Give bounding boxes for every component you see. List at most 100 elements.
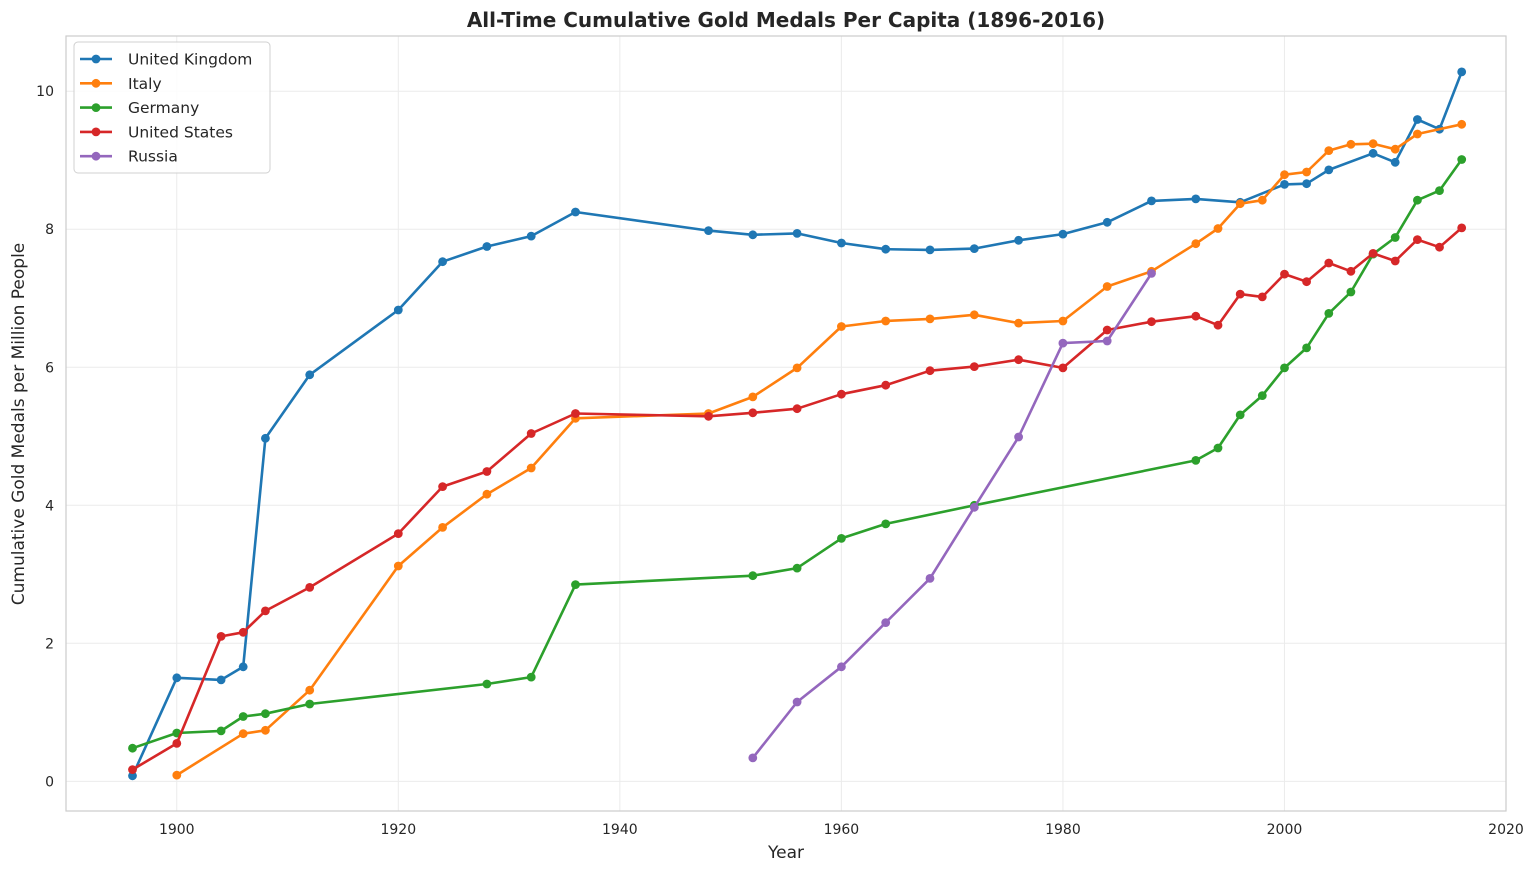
data-point-italy xyxy=(1302,167,1311,177)
data-point-germany xyxy=(748,571,758,581)
data-point-united-states xyxy=(172,739,182,748)
y-tick-label: 0 xyxy=(45,774,54,790)
data-point-united-kingdom xyxy=(238,662,248,672)
data-point-united-states xyxy=(128,765,137,774)
data-point-united-states xyxy=(261,606,270,616)
data-point-italy xyxy=(1014,318,1023,328)
y-tick-label: 6 xyxy=(45,360,54,376)
data-point-italy xyxy=(1368,139,1378,149)
data-point-russia xyxy=(748,753,758,763)
data-point-united-kingdom xyxy=(305,370,315,380)
data-point-italy xyxy=(1235,199,1245,209)
data-point-germany xyxy=(837,534,846,543)
data-point-united-kingdom xyxy=(172,673,182,683)
legend-label: United States xyxy=(128,123,233,141)
data-point-italy xyxy=(238,729,248,739)
data-point-germany xyxy=(1235,410,1245,420)
data-point-united-kingdom xyxy=(1368,148,1378,158)
data-point-united-states xyxy=(1213,320,1223,330)
data-point-italy xyxy=(438,523,447,532)
data-point-united-states xyxy=(1014,355,1023,365)
data-point-germany xyxy=(1191,456,1201,465)
data-point-italy xyxy=(261,725,270,735)
data-point-italy xyxy=(1390,144,1400,154)
data-point-united-states xyxy=(1457,223,1467,233)
legend-item-united-kingdom: United Kingdom xyxy=(80,51,252,69)
data-point-united-kingdom xyxy=(1014,235,1023,245)
data-point-united-kingdom xyxy=(1058,229,1068,239)
data-point-italy xyxy=(1213,224,1223,233)
data-point-united-kingdom xyxy=(1191,194,1201,204)
grid xyxy=(66,36,1507,811)
series-russia xyxy=(748,269,1156,763)
legend-label: Italy xyxy=(128,75,162,93)
data-point-russia xyxy=(1014,432,1023,442)
data-point-germany xyxy=(1413,195,1422,205)
data-point-united-states xyxy=(1368,249,1378,258)
data-point-united-kingdom xyxy=(1147,196,1156,206)
legend-label: United Kingdom xyxy=(128,51,252,69)
data-point-united-kingdom xyxy=(1457,67,1467,77)
plot-frame xyxy=(65,35,1507,812)
data-point-germany xyxy=(261,709,270,719)
data-point-united-kingdom xyxy=(261,433,270,443)
data-point-united-states xyxy=(1235,289,1245,299)
data-point-germany xyxy=(1280,363,1289,373)
data-point-united-states xyxy=(216,632,226,641)
data-point-united-states xyxy=(1346,266,1356,276)
data-point-united-states xyxy=(1413,235,1422,245)
x-tick-label: 2000 xyxy=(1267,822,1303,838)
data-point-germany xyxy=(216,726,226,736)
data-point-germany xyxy=(526,672,536,682)
data-point-united-states xyxy=(305,583,315,592)
data-point-italy xyxy=(305,685,315,695)
data-point-germany xyxy=(1324,309,1334,318)
data-point-united-kingdom xyxy=(393,305,403,315)
series-lines xyxy=(128,67,1467,781)
data-point-united-states xyxy=(1302,277,1311,287)
data-point-russia xyxy=(837,662,846,672)
data-point-germany xyxy=(881,519,891,529)
data-point-germany xyxy=(1390,233,1400,242)
data-point-russia xyxy=(792,697,802,707)
data-point-united-states xyxy=(482,467,492,476)
data-point-russia xyxy=(925,574,935,583)
data-point-germany xyxy=(482,679,492,689)
data-point-italy xyxy=(1324,146,1334,156)
series-line-united-states xyxy=(131,226,1463,771)
data-point-italy xyxy=(792,363,802,373)
data-point-italy xyxy=(1346,139,1356,149)
data-point-united-states xyxy=(1191,311,1201,321)
data-point-united-states xyxy=(925,366,935,376)
chart-title: All-Time Cumulative Gold Medals Per Capi… xyxy=(467,8,1105,32)
legend-marker xyxy=(91,151,101,161)
data-point-united-kingdom xyxy=(1390,157,1400,167)
legend-item-italy: Italy xyxy=(80,75,162,93)
data-point-italy xyxy=(482,489,492,499)
y-tick-label: 4 xyxy=(45,498,54,514)
data-point-united-states xyxy=(526,429,536,438)
data-point-germany xyxy=(305,699,315,709)
data-point-russia xyxy=(1102,336,1112,346)
legend-item-germany: Germany xyxy=(80,99,199,117)
data-point-united-kingdom xyxy=(792,229,802,238)
data-point-united-kingdom xyxy=(571,207,580,217)
x-tick-label: 1940 xyxy=(602,822,638,838)
data-point-italy xyxy=(748,392,758,402)
data-point-italy xyxy=(1413,129,1422,139)
y-tick-label: 8 xyxy=(45,222,54,238)
data-point-italy xyxy=(1102,282,1112,291)
data-point-united-kingdom xyxy=(925,245,935,255)
data-point-italy xyxy=(1280,170,1289,180)
y-axis-label: Cumulative Gold Medals per Million Peopl… xyxy=(9,243,29,606)
series-united-kingdom xyxy=(128,67,1467,781)
data-point-united-states xyxy=(1102,325,1112,335)
data-point-united-states xyxy=(1257,292,1267,302)
data-point-united-states xyxy=(792,404,802,414)
legend-item-united-states: United States xyxy=(80,123,233,141)
data-point-united-states xyxy=(837,389,846,399)
x-tick-label: 1980 xyxy=(1045,822,1081,838)
data-point-italy xyxy=(1457,119,1467,129)
series-line-russia xyxy=(751,272,1153,760)
data-point-italy xyxy=(393,561,403,571)
